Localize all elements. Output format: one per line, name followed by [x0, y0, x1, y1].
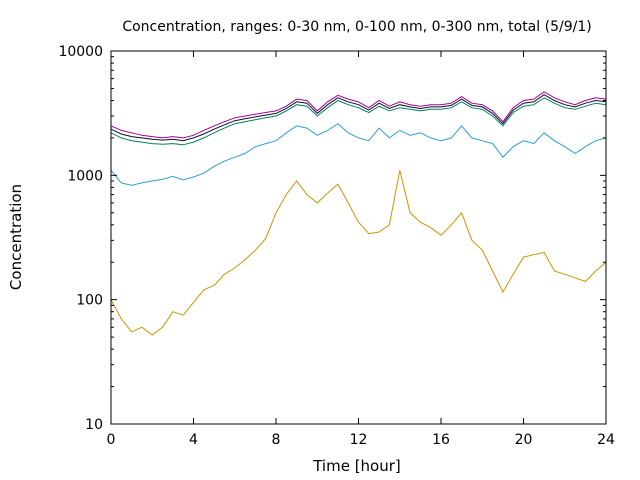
series-line-4	[110, 94, 607, 142]
series-line-5	[110, 91, 607, 139]
x-tick-label: 4	[189, 432, 198, 448]
x-tick-label: 20	[515, 432, 533, 448]
x-axis-label: Time [hour]	[312, 457, 401, 475]
y-axis: 10 100 1000 10000	[58, 44, 606, 433]
series-line-3	[110, 97, 607, 146]
series-layer	[110, 91, 607, 336]
x-tick-label: 24	[597, 432, 615, 448]
x-tick-label: 16	[432, 432, 450, 448]
plot-frame	[110, 50, 607, 425]
y-tick-label: 10000	[58, 44, 103, 60]
chart-title: Concentration, ranges: 0-30 nm, 0-100 nm…	[122, 19, 591, 35]
series-line-2	[110, 123, 607, 186]
x-tick-label: 12	[350, 432, 368, 448]
x-tick-label: 0	[107, 432, 116, 448]
x-tick-label: 8	[272, 432, 281, 448]
y-tick-label: 10	[85, 417, 103, 433]
y-axis-label: Concentration	[7, 184, 25, 290]
x-axis: 0 4 8 12 16 20 24	[107, 51, 615, 448]
y-tick-label: 1000	[67, 168, 103, 184]
y-tick-label: 100	[76, 293, 103, 309]
series-line-1	[110, 170, 607, 336]
